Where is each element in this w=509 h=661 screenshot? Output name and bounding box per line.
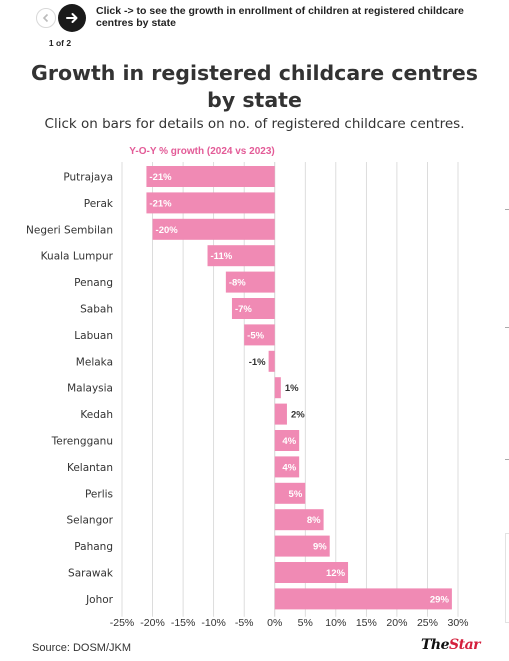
bar[interactable]	[274, 377, 281, 399]
x-tick-label: -15%	[171, 617, 196, 629]
category-label: Selangor	[66, 515, 113, 527]
category-label: Pahang	[74, 541, 113, 553]
side-panel-edge	[505, 533, 509, 623]
chevron-left-icon	[42, 13, 49, 23]
category-label: Perak	[84, 198, 114, 210]
previous-button[interactable]	[36, 8, 56, 28]
category-label: Kedah	[80, 409, 113, 421]
edge-marker	[505, 459, 509, 460]
bar[interactable]	[274, 509, 324, 531]
category-label: Sarawak	[68, 568, 114, 580]
category-label: Labuan	[74, 330, 113, 342]
value-label: 29%	[430, 594, 450, 605]
chart-header: Y-O-Y % growth (2024 vs 2023)	[129, 146, 274, 157]
bar[interactable]	[274, 588, 452, 610]
bar[interactable]	[244, 324, 275, 346]
chart-navigation: Click -> to see the growth in enrollment…	[0, 0, 509, 52]
bar[interactable]	[274, 562, 349, 583]
brand-logo: TheStar	[421, 637, 481, 653]
value-label: 12%	[326, 568, 346, 579]
category-label: Malaysia	[67, 383, 113, 395]
category-label: Penang	[74, 277, 113, 289]
value-label: -7%	[235, 304, 252, 315]
value-label: 9%	[313, 542, 327, 553]
value-label: 5%	[289, 489, 303, 500]
x-tick-label: -10%	[201, 617, 226, 629]
value-label: -11%	[211, 251, 233, 262]
bar[interactable]	[146, 192, 275, 214]
x-tick-label: 10%	[325, 617, 346, 629]
x-tick-label: 30%	[447, 617, 468, 629]
value-label: 2%	[291, 410, 305, 421]
arrow-right-icon	[66, 13, 78, 23]
next-button[interactable]	[58, 4, 86, 32]
category-label: Kelantan	[67, 462, 113, 474]
bar[interactable]	[231, 298, 275, 319]
value-label: 1%	[285, 383, 299, 394]
value-label: -20%	[156, 225, 179, 236]
x-tick-label: -20%	[140, 617, 165, 629]
brand-name: Star	[449, 637, 481, 653]
value-label: -8%	[229, 278, 246, 289]
category-label: Johor	[85, 594, 114, 606]
value-label: -1%	[249, 357, 266, 368]
page-indicator: 1 of 2	[48, 38, 72, 48]
x-tick-label: 25%	[417, 617, 438, 629]
bar[interactable]	[274, 456, 300, 478]
bar[interactable]	[274, 430, 300, 451]
bar[interactable]	[274, 482, 306, 504]
bar[interactable]	[146, 166, 275, 187]
source-note: Source: DOSM/JKM	[32, 642, 132, 654]
bar[interactable]	[274, 535, 330, 557]
value-label: -21%	[149, 172, 172, 183]
brand-prefix: The	[421, 637, 450, 653]
navigation-instruction: Click -> to see the growth in enrollment…	[96, 5, 464, 29]
x-tick-label: -5%	[235, 617, 254, 629]
edge-marker	[505, 209, 509, 210]
chart-subtitle: Click on bars for details on no. of regi…	[44, 116, 465, 132]
chart-title: Growth in registered childcare centres b…	[31, 61, 478, 112]
category-label: Kuala Lumpur	[41, 251, 114, 263]
category-label: Negeri Sembilan	[26, 224, 113, 236]
category-label: Perlis	[85, 488, 113, 500]
bar[interactable]	[207, 245, 275, 267]
x-tick-label: 20%	[386, 617, 407, 629]
category-label: Sabah	[80, 304, 113, 316]
value-label: 4%	[282, 436, 296, 447]
x-tick-label: -25%	[110, 617, 135, 629]
x-tick-label: 5%	[298, 617, 313, 629]
category-label: Melaka	[76, 356, 113, 368]
x-tick-label: 15%	[356, 617, 377, 629]
bar[interactable]	[152, 218, 275, 240]
edge-marker	[505, 327, 509, 328]
category-label: Terengganu	[51, 436, 113, 448]
x-tick-label: 0%	[267, 617, 282, 629]
value-label: -21%	[149, 198, 172, 209]
value-label: 4%	[282, 462, 296, 473]
bar[interactable]	[225, 271, 275, 293]
category-label: Putrajaya	[63, 172, 113, 184]
bar[interactable]	[274, 403, 287, 425]
value-label: -5%	[247, 330, 264, 341]
value-label: 8%	[307, 515, 321, 526]
bar[interactable]	[268, 350, 275, 372]
